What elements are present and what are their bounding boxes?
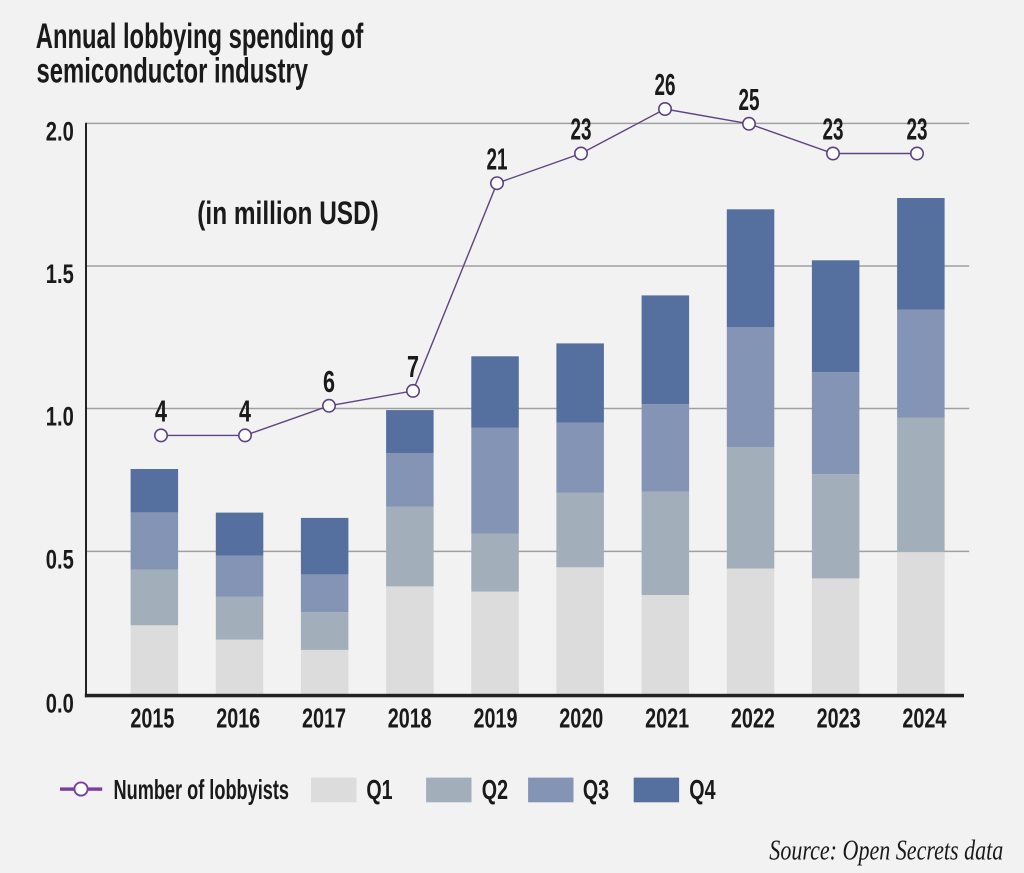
svg-text:23: 23 [823, 112, 844, 147]
svg-text:7: 7 [407, 349, 419, 384]
svg-text:2015: 2015 [130, 702, 174, 733]
svg-text:2023: 2023 [817, 702, 861, 733]
svg-text:21: 21 [487, 141, 508, 176]
svg-text:23: 23 [907, 112, 928, 147]
svg-text:0.0: 0.0 [46, 689, 74, 719]
svg-text:4: 4 [155, 394, 168, 429]
svg-text:2017: 2017 [302, 702, 346, 733]
svg-text:Annual lobbying spending of: Annual lobbying spending of [36, 17, 364, 56]
svg-text:2022: 2022 [731, 702, 775, 733]
svg-text:Q3: Q3 [583, 774, 609, 805]
svg-text:26: 26 [655, 67, 676, 102]
svg-text:23: 23 [571, 112, 592, 147]
svg-text:4: 4 [239, 394, 252, 429]
svg-text:Q1: Q1 [366, 774, 392, 805]
svg-text:2024: 2024 [902, 702, 946, 733]
svg-text:1.5: 1.5 [46, 259, 74, 289]
svg-text:Number of lobbyists: Number of lobbyists [114, 774, 290, 805]
svg-text:Q2: Q2 [482, 774, 508, 805]
svg-text:25: 25 [739, 82, 760, 117]
svg-text:2020: 2020 [559, 702, 603, 733]
svg-text:2019: 2019 [474, 702, 518, 733]
svg-text:1.0: 1.0 [46, 401, 74, 431]
svg-text:2021: 2021 [645, 702, 689, 733]
svg-text:2016: 2016 [216, 702, 260, 733]
svg-text:semiconductor industry: semiconductor industry [37, 52, 309, 91]
svg-text:2.0: 2.0 [46, 116, 74, 146]
svg-text:0.5: 0.5 [46, 544, 74, 574]
svg-text:Source: Open Secrets data: Source: Open Secrets data [769, 835, 1003, 867]
svg-text:(in million USD): (in million USD) [197, 195, 378, 231]
svg-text:6: 6 [323, 364, 335, 399]
svg-text:Q4: Q4 [689, 774, 715, 805]
svg-text:2018: 2018 [388, 702, 432, 733]
